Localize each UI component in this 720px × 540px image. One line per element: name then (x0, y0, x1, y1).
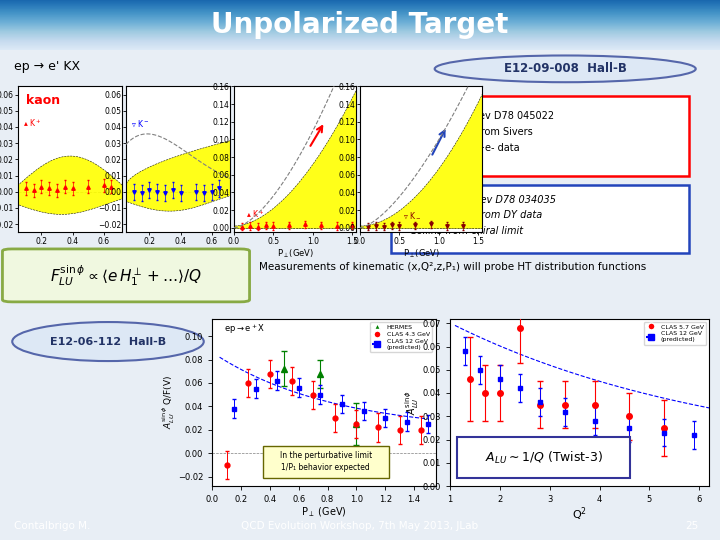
Text: ep$\rightarrow$e$^+$X: ep$\rightarrow$e$^+$X (223, 322, 264, 336)
Text: E12-06-112  Hall-B: E12-06-112 Hall-B (50, 336, 166, 347)
Ellipse shape (435, 56, 696, 82)
X-axis label: x: x (176, 247, 181, 256)
Text: Unpolarized Target: Unpolarized Target (211, 11, 509, 39)
FancyBboxPatch shape (392, 185, 688, 253)
Text: In the perturbative limit
1/P₁ behavior expected: In the perturbative limit 1/P₁ behavior … (279, 451, 372, 472)
Text: Line:    Phys Rev D78 045022
Boer-Mulders from Sivers
Collins from e+e- data: Line: Phys Rev D78 045022 Boer-Mulders f… (410, 111, 554, 153)
Text: kaon: kaon (27, 94, 60, 107)
Y-axis label: $A_{LU}^{\sin\phi}$: $A_{LU}^{\sin\phi}$ (403, 390, 421, 415)
Y-axis label: $A_{LU}^{\sin\phi}$ Q/F(V): $A_{LU}^{\sin\phi}$ Q/F(V) (161, 375, 176, 429)
Text: Contalbrigo M.: Contalbrigo M. (14, 521, 91, 531)
Text: $F_{LU}^{\sin\phi} \propto \langle e\, H_1^\perp + \ldots \rangle / Q$: $F_{LU}^{\sin\phi} \propto \langle e\, H… (50, 263, 202, 288)
FancyBboxPatch shape (457, 437, 630, 478)
Text: $A_{LU}\sim 1/Q$ (Twist-3): $A_{LU}\sim 1/Q$ (Twist-3) (485, 450, 603, 465)
Text: Measurements of kinematic (x,Q²,z,P₁) will probe HT distribution functions: Measurements of kinematic (x,Q²,z,P₁) wi… (259, 262, 647, 272)
X-axis label: P$_\perp$(GeV): P$_\perp$(GeV) (402, 247, 440, 260)
Text: $\triangledown$ K$^-$: $\triangledown$ K$^-$ (131, 119, 150, 130)
X-axis label: Q$^2$: Q$^2$ (572, 505, 587, 523)
X-axis label: P$_\perp$ (GeV): P$_\perp$ (GeV) (301, 505, 347, 519)
Legend: HERMES, CLAS 4.3 GeV, CLAS 12 GeV
(predicted): HERMES, CLAS 4.3 GeV, CLAS 12 GeV (predi… (370, 322, 433, 352)
X-axis label: x: x (68, 247, 73, 256)
Text: $\blacktriangle$ K$^+$: $\blacktriangle$ K$^+$ (246, 208, 264, 220)
FancyBboxPatch shape (263, 446, 389, 478)
FancyBboxPatch shape (2, 249, 250, 302)
Legend: CLAS 5.7 GeV, CLAS 12 GeV
(predicted): CLAS 5.7 GeV, CLAS 12 GeV (predicted) (644, 322, 706, 345)
Text: E12-09-008  Hall-B: E12-09-008 Hall-B (504, 62, 626, 76)
X-axis label: P$_\perp$(GeV): P$_\perp$(GeV) (276, 247, 314, 260)
Ellipse shape (12, 322, 204, 361)
Text: $\triangledown$ K$_-$: $\triangledown$ K$_-$ (403, 210, 421, 220)
Text: ep → e' KX: ep → e' KX (14, 60, 81, 73)
Text: 25: 25 (685, 521, 698, 531)
FancyBboxPatch shape (392, 96, 688, 177)
Text: Band:   Phys Rev D78 034035
Boer-Mulders from DY data
Collins from chiral limit: Band: Phys Rev D78 034035 Boer-Mulders f… (410, 194, 556, 235)
Text: $\blacktriangle$ K$^+$: $\blacktriangle$ K$^+$ (23, 118, 42, 129)
Text: QCD Evolution Workshop, 7th May 2013, JLab: QCD Evolution Workshop, 7th May 2013, JL… (241, 521, 479, 531)
